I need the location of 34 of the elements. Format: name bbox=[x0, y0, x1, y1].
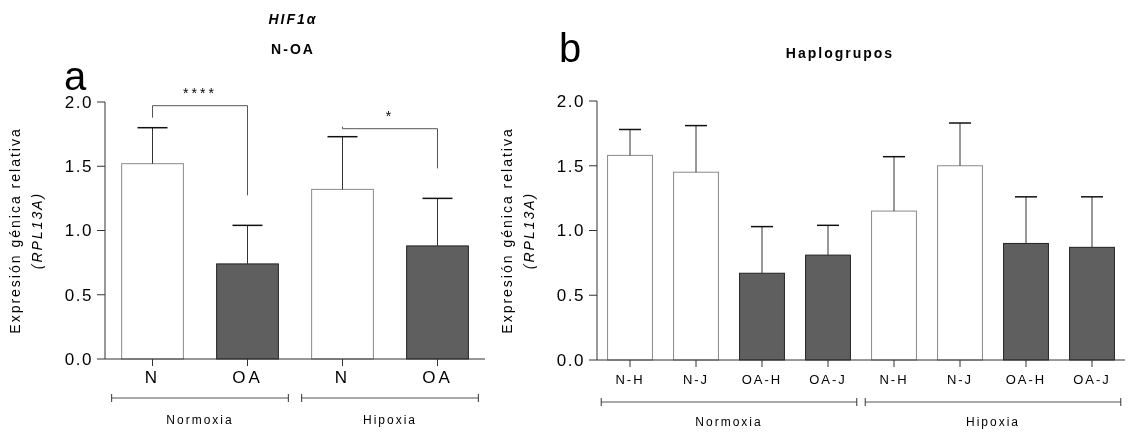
x-tick-label: OA-H bbox=[1005, 372, 1047, 387]
y-tick-label: 2.0 bbox=[556, 91, 585, 111]
x-tick-label: N bbox=[144, 368, 161, 387]
y-tick-label: 0.0 bbox=[556, 350, 585, 370]
x-tick-label: OA-J bbox=[1073, 372, 1111, 387]
x-tick-label: OA-J bbox=[809, 372, 847, 387]
x-tick-label: N-J bbox=[682, 372, 710, 387]
y-tick-label: 0.0 bbox=[64, 349, 93, 369]
y-tick-label: 1.0 bbox=[556, 221, 585, 241]
y-axis-title: Expresión génica relativa (RPL13A) bbox=[7, 127, 45, 334]
x-tick-label: N-H bbox=[879, 372, 909, 387]
y-tick-label: 1.5 bbox=[556, 156, 585, 176]
x-tick-label: N-H bbox=[615, 372, 645, 387]
text: Normoxia bbox=[166, 413, 234, 427]
text: b bbox=[558, 26, 582, 70]
text: Hipoxia bbox=[362, 413, 418, 427]
text: Normoxia bbox=[695, 415, 763, 429]
y-tick-label: 2.0 bbox=[64, 92, 93, 112]
chart-title: Haplogrupos bbox=[785, 45, 895, 61]
text: **** bbox=[183, 84, 217, 101]
chart-title: HIF1α bbox=[268, 11, 318, 27]
text: Hipoxia bbox=[965, 415, 1021, 429]
y-tick-label: 0.5 bbox=[64, 285, 93, 305]
x-tick-label: OA bbox=[422, 368, 453, 387]
x-tick-label: OA-H bbox=[741, 372, 783, 387]
y-tick-label: 0.5 bbox=[556, 286, 585, 306]
x-tick-label: OA bbox=[232, 368, 263, 387]
x-tick-label: N bbox=[334, 368, 351, 387]
x-tick-label: N-J bbox=[946, 372, 974, 387]
chart-subtitle: N-OA bbox=[271, 41, 315, 57]
y-tick-label: 1.0 bbox=[64, 221, 93, 241]
y-tick-label: 1.5 bbox=[64, 157, 93, 177]
annotation: * bbox=[385, 107, 395, 124]
y-axis-title: Expresión génica relativa (RPL13A) bbox=[499, 127, 537, 334]
